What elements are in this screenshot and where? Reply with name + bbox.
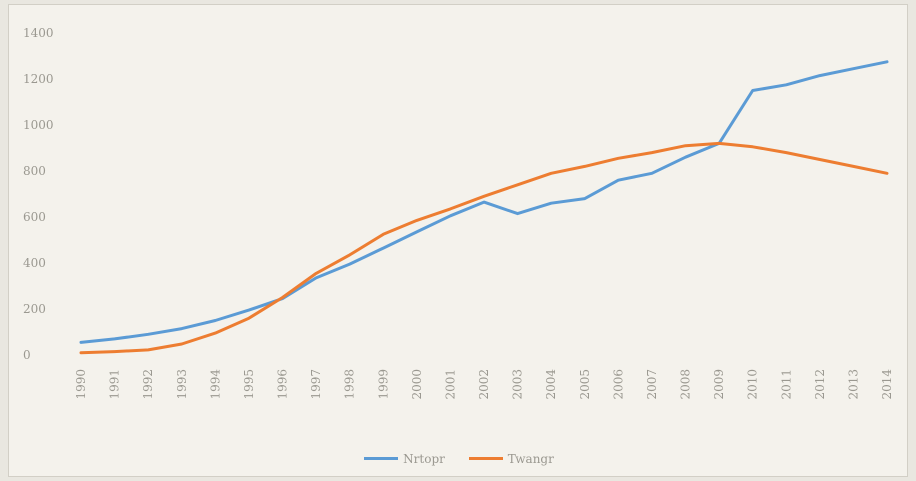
legend-item-series-2: Twangr [468,451,554,466]
x-tick-label: 2003 [511,369,525,400]
y-tick-label: 1200 [23,72,54,86]
x-tick-label: 1992 [141,369,155,400]
y-tick-label: 200 [23,302,46,316]
x-tick-label: 2009 [712,369,726,400]
series-lines [79,60,889,355]
legend-item-series-1: Nrtopr [364,452,445,466]
x-tick-label: 2013 [846,369,860,400]
x-tick-label: 2011 [779,369,793,400]
x-tick-label: 2001 [443,369,457,400]
x-tick-label: 2012 [813,369,827,400]
legend-swatch-series-2 [468,457,503,460]
y-tick-label: 400 [23,256,46,270]
legend-label-series-2: Twangr [507,451,554,466]
y-tick-label: 600 [23,210,46,224]
y-tick-label: 800 [23,164,46,178]
y-tick-label: 1000 [23,118,54,132]
x-tick-label: 1999 [376,369,390,400]
series-line-1 [79,60,889,344]
y-tick-label: 0 [23,348,31,362]
x-tick-label: 1998 [343,369,357,400]
legend-label-series-1: Nrtopr [403,451,445,466]
x-tick-label: 1997 [309,369,323,400]
x-tick-label: 1990 [74,369,88,400]
y-tick-label: 1400 [23,26,54,40]
y-axis-ticks: 0 200 400 600 800 1000 1200 1400 [23,26,54,362]
x-axis-ticks: 1990 1991 1992 1993 1994 1995 1996 1997 1998 1999… [74,369,894,400]
x-tick-label: 2004 [544,369,558,400]
x-tick-label: 2005 [578,369,592,400]
x-tick-label: 2014 [880,369,894,400]
x-tick-label: 1991 [108,369,122,400]
x-tick-label: 2007 [645,369,659,400]
legend: Nrtopr Twangr [9,449,909,466]
x-tick-label: 2006 [611,369,625,400]
x-tick-label: 2010 [746,369,760,400]
x-tick-label: 1996 [276,369,290,400]
x-tick-label: 2008 [679,369,693,400]
x-tick-label: 1995 [242,369,256,400]
x-tick-label: 2000 [410,369,424,400]
legend-swatch-series-1 [364,457,399,460]
x-tick-label: 2002 [477,369,491,400]
chart-frame: 0 200 400 600 800 1000 1200 1400 1990 1991 1992 19… [8,4,908,477]
x-tick-label: 1994 [208,369,222,400]
x-tick-label: 1993 [175,369,189,400]
series-line-2 [79,141,889,355]
